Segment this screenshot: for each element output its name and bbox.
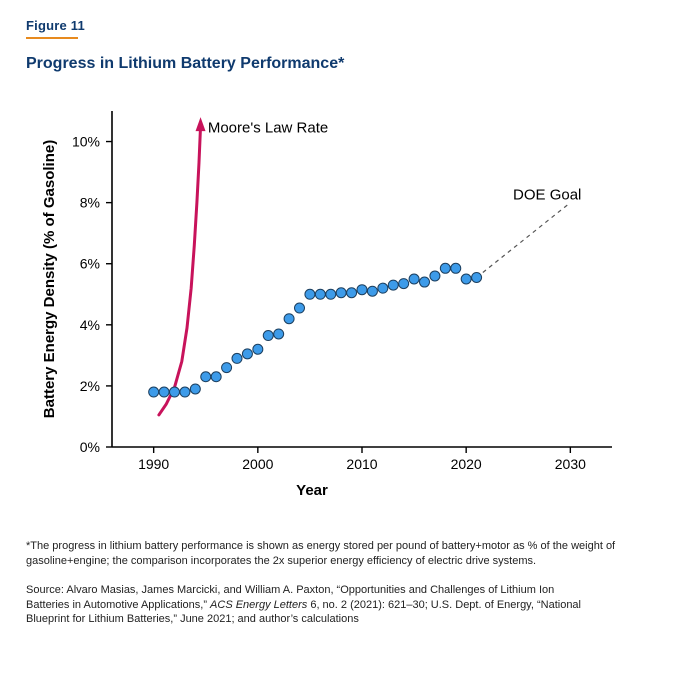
data-point <box>170 387 180 397</box>
data-point <box>472 272 482 282</box>
data-point <box>263 331 273 341</box>
data-point <box>180 387 190 397</box>
figure-label-underline <box>26 37 78 39</box>
data-point <box>420 277 430 287</box>
data-point <box>461 274 471 284</box>
data-point <box>159 387 169 397</box>
data-point <box>357 285 367 295</box>
moore-law-arrowhead-icon <box>196 117 206 131</box>
source-citation: Source: Alvaro Masias, James Marcicki, a… <box>26 583 586 628</box>
svg-text:2030: 2030 <box>555 456 586 472</box>
data-point <box>149 387 159 397</box>
svg-text:Battery Energy Density (% of G: Battery Energy Density (% of Gasoline) <box>41 140 58 418</box>
data-point <box>399 279 409 289</box>
chart: 1990 2000 2010 2020 2030 0% 2% 4% 6% 8% 10% Year Bat… <box>26 101 646 521</box>
svg-text:0%: 0% <box>80 439 100 455</box>
data-point <box>378 283 388 293</box>
data-point <box>451 263 461 273</box>
data-point <box>211 372 221 382</box>
data-point <box>274 329 284 339</box>
data-point <box>232 353 242 363</box>
data-point <box>430 271 440 281</box>
chart-svg: 1990 2000 2010 2020 2030 0% 2% 4% 6% 8% 10% Year Bat… <box>26 101 646 521</box>
data-point <box>295 303 305 313</box>
source-italic: ACS Energy Letters <box>210 599 307 611</box>
data-point <box>440 263 450 273</box>
svg-text:2020: 2020 <box>451 456 482 472</box>
data-point <box>336 288 346 298</box>
svg-text:6%: 6% <box>80 256 100 272</box>
data-point <box>388 280 398 290</box>
moore-law-label: Moore's Law Rate <box>208 119 328 136</box>
figure-container: Figure 11 Progress in Lithium Battery Pe… <box>0 0 680 689</box>
figure-label: Figure 11 <box>26 18 654 33</box>
data-point <box>409 274 419 284</box>
footnote: *The progress in lithium battery perform… <box>26 539 626 569</box>
data-point <box>305 289 315 299</box>
data-point <box>222 363 232 373</box>
svg-text:1990: 1990 <box>138 456 169 472</box>
data-point <box>326 289 336 299</box>
data-point <box>367 286 377 296</box>
moore-law-curve <box>159 126 201 415</box>
figure-title: Progress in Lithium Battery Performance* <box>26 55 654 73</box>
svg-text:2010: 2010 <box>346 456 377 472</box>
data-point <box>190 384 200 394</box>
data-point <box>284 314 294 324</box>
svg-text:2%: 2% <box>80 378 100 394</box>
data-point <box>347 288 357 298</box>
svg-text:4%: 4% <box>80 317 100 333</box>
data-point <box>253 344 263 354</box>
svg-text:2000: 2000 <box>242 456 273 472</box>
data-point <box>242 349 252 359</box>
doe-goal-label: DOE Goal <box>513 187 581 204</box>
svg-text:8%: 8% <box>80 195 100 211</box>
svg-text:10%: 10% <box>72 134 100 150</box>
data-point <box>201 372 211 382</box>
svg-text:Year: Year <box>296 482 328 499</box>
data-point <box>315 289 325 299</box>
doe-goal-line <box>477 203 571 278</box>
